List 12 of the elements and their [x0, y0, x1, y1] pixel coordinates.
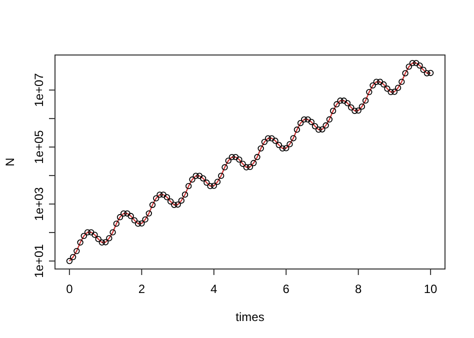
x-tick-label: 4: [210, 282, 218, 296]
x-tick-label: 6: [282, 282, 290, 296]
x-tick-label: 2: [138, 282, 146, 296]
y-tick-label: 1e+01: [32, 244, 46, 278]
y-tick-label: 1e+03: [32, 186, 46, 221]
x-axis-title: times: [236, 310, 264, 324]
x-tick-label: 8: [354, 282, 362, 296]
x-tick-label: 0: [66, 282, 74, 296]
x-tick-label: 10: [424, 282, 438, 296]
y-tick-label: 1e+05: [32, 130, 46, 164]
y-axis-title: N: [3, 158, 17, 166]
y-tick-label: 1e+07: [32, 72, 46, 107]
